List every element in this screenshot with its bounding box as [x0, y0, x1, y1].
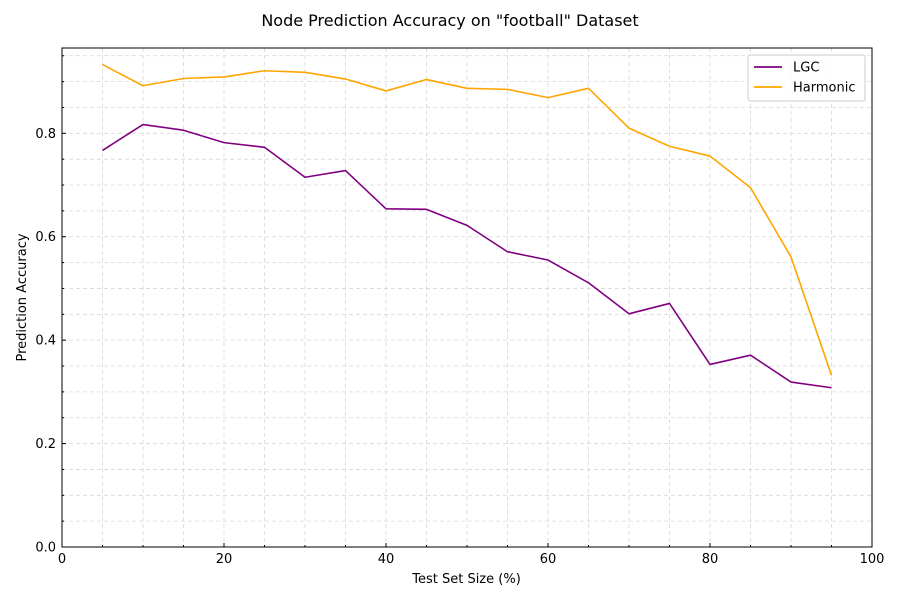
series-line-harmonic [102, 63, 833, 376]
y-tick-label: 0.8 [35, 127, 56, 142]
x-tick-label: 20 [216, 552, 233, 567]
chart-title: Node Prediction Accuracy on "football" D… [261, 11, 638, 30]
y-axis-label: Prediction Accuracy [15, 233, 30, 361]
y-tick-label: 0.6 [35, 230, 56, 245]
ticks: 0 20 40 60 80 100 0.0 0.2 0.4 0.6 0.8 [35, 55, 885, 567]
x-tick-label: 0 [58, 552, 66, 567]
series-line-lgc [102, 123, 832, 389]
x-tick-label: 80 [702, 552, 719, 567]
legend: LGC Harmonic [747, 54, 866, 102]
grid [61, 48, 873, 548]
x-tick-label: 40 [378, 552, 395, 567]
plot-frame [61, 47, 873, 548]
legend-label: Harmonic [793, 81, 855, 96]
y-tick-label: 0.2 [35, 437, 56, 452]
y-tick-label: 0.0 [35, 541, 56, 556]
x-tick-label: 100 [860, 552, 885, 567]
x-tick-label: 60 [540, 552, 557, 567]
legend-label: LGC [793, 61, 819, 76]
x-axis-label: Test Set Size (%) [411, 572, 521, 587]
y-tick-label: 0.4 [35, 334, 56, 349]
series-layer [102, 63, 833, 389]
